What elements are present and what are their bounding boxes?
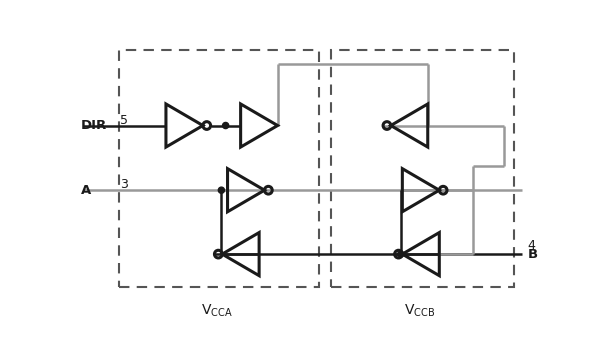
Text: A: A (81, 184, 91, 197)
Circle shape (218, 187, 224, 193)
Text: 4: 4 (528, 239, 535, 252)
Text: B: B (528, 247, 538, 261)
Bar (331, 50, 514, 287)
Text: 3: 3 (120, 178, 127, 191)
Text: DIR: DIR (81, 119, 108, 132)
Text: 5: 5 (120, 114, 128, 127)
Circle shape (398, 251, 404, 257)
Text: $\mathrm{V_{CCB}}$: $\mathrm{V_{CCB}}$ (404, 303, 435, 319)
Circle shape (222, 122, 229, 128)
Bar (119, 50, 319, 287)
Text: $\mathrm{V_{CCA}}$: $\mathrm{V_{CCA}}$ (201, 303, 233, 319)
